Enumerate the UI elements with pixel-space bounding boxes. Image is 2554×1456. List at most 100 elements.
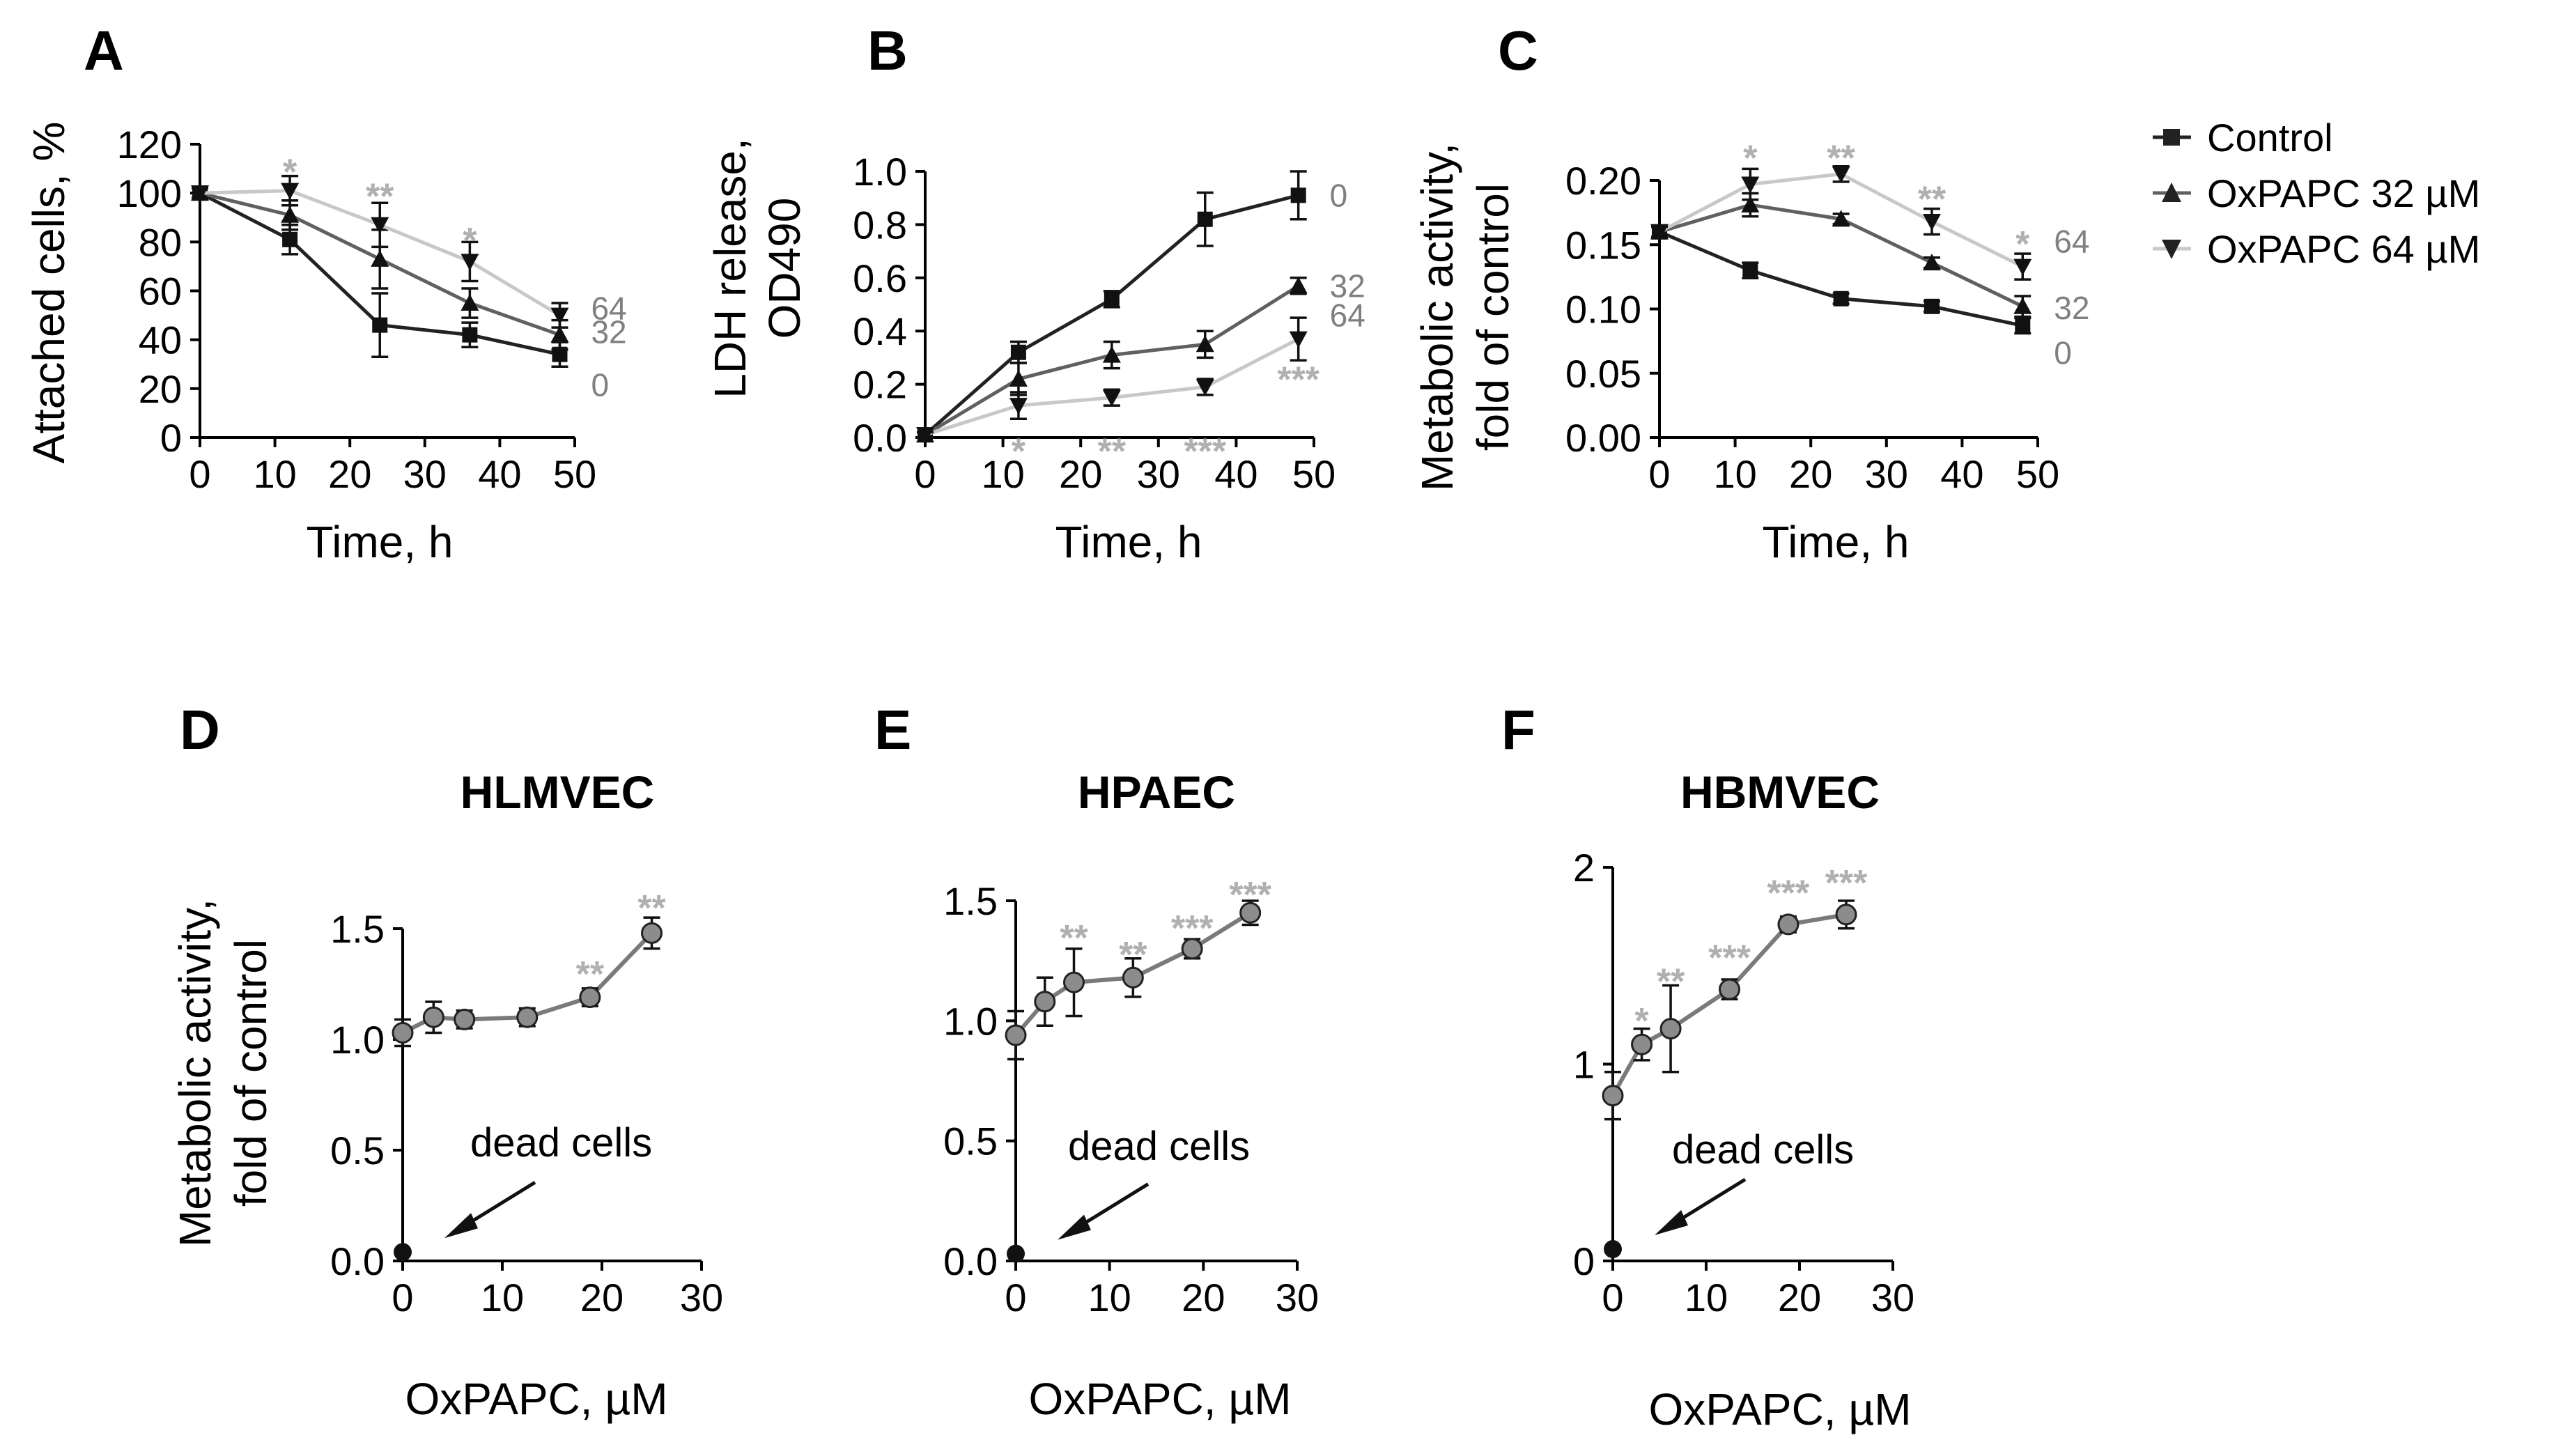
panel-c-x-tick-label: 50 xyxy=(2016,452,2059,496)
panel-f-significance-marker: ** xyxy=(1657,961,1685,1002)
panel-d-data-point xyxy=(392,1021,414,1044)
panel-letter-a: A xyxy=(84,20,124,82)
panel-f-data-point xyxy=(1777,913,1800,936)
panel-a-significance-marker: ** xyxy=(366,177,394,217)
panel-b-x-tick-label: 20 xyxy=(1059,452,1102,496)
panel-e-plot: 0 10 20 300.00.51.01.5** ******** xyxy=(943,875,1319,1319)
panel-e-x-tick-label: 10 xyxy=(1088,1276,1131,1319)
panel-a-data-point xyxy=(461,254,479,271)
panel-c-data-point xyxy=(1741,196,1760,213)
panel-f-y-tick-label: 0 xyxy=(1573,1239,1595,1283)
panel-d-dead-cells-arrowhead xyxy=(444,1213,478,1239)
panel-a-y-tick-label: 40 xyxy=(139,318,182,362)
panel-e-data-point xyxy=(1239,901,1262,924)
panel-f-significance-marker: * xyxy=(1634,1001,1649,1041)
panel-c-significance-marker: ** xyxy=(1827,138,1855,178)
panel-e-data-point xyxy=(1181,938,1203,960)
panel-c-y-tick-label: 0.05 xyxy=(1565,352,1641,396)
panel-f-x-tick-label: 10 xyxy=(1685,1276,1728,1319)
panel-f-data-point xyxy=(1602,1085,1624,1107)
panel-f-title: HBMVEC xyxy=(1680,766,1880,818)
panel-e-data-point xyxy=(1122,966,1144,989)
panel-f-y-tick-label: 1 xyxy=(1573,1043,1595,1087)
panel-c-significance-marker: * xyxy=(1743,138,1758,178)
panel-c-data-point xyxy=(1741,176,1760,194)
panel-a-end-label: 64 xyxy=(591,291,626,327)
panel-f-x-tick-label: 0 xyxy=(1602,1276,1623,1319)
panel-e-dead-cells-label: dead cells xyxy=(1068,1124,1250,1169)
panel-d-significance-marker: ** xyxy=(637,888,666,929)
panel-f-significance-marker: *** xyxy=(1767,873,1810,913)
legend-entry-control: Control xyxy=(2153,116,2333,160)
panel-e-y-tick-label: 1.5 xyxy=(943,879,998,923)
panel-c-x-tick-label: 10 xyxy=(1713,452,1756,496)
panel-c-data-point xyxy=(1833,291,1849,307)
panel-b-x-tick-label: 50 xyxy=(1292,452,1336,496)
panel-a-xlabel: Time, h xyxy=(307,517,454,567)
panel-c-data-point xyxy=(1832,166,1850,183)
panel-a-end-label: 0 xyxy=(591,367,609,403)
panel-f-y-tick-label: 2 xyxy=(1573,846,1595,890)
panel-a-x-tick-label: 0 xyxy=(189,452,210,496)
panel-c-data-point xyxy=(1924,298,1940,314)
legend-marker-oxpapc-32 xyxy=(2162,183,2181,202)
panel-e-xlabel: OxPAPC, µM xyxy=(1028,1374,1291,1424)
panel-e-data-point xyxy=(1062,971,1085,993)
panel-c-end-label: 64 xyxy=(2054,224,2089,260)
panel-b-data-point xyxy=(1102,346,1121,363)
panel-d-y-tick-label: 0.0 xyxy=(330,1239,385,1283)
panel-c-ylabel-line2: fold of control xyxy=(1468,183,1518,451)
panel-b-data-point xyxy=(1195,379,1214,396)
panel-e-significance-marker: *** xyxy=(1229,875,1271,915)
panel-e-significance-marker: *** xyxy=(1171,908,1214,949)
panel-e-y-tick-label: 1.0 xyxy=(943,999,998,1043)
panel-b-x-tick-label: 40 xyxy=(1214,452,1257,496)
panel-e-data-point xyxy=(1034,991,1056,1013)
panel-a-end-label: 32 xyxy=(591,314,626,350)
panel-letter-e: E xyxy=(874,699,911,761)
panel-e-x-tick-label: 0 xyxy=(1005,1276,1026,1319)
panel-e-y-tick-label: 0.0 xyxy=(943,1239,998,1283)
legend-label-oxpapc-64: OxPAPC 64 µM xyxy=(2207,227,2480,271)
panel-d-y-tick-label: 0.5 xyxy=(330,1129,385,1172)
panel-a-data-point xyxy=(281,206,300,223)
panel-b-end-label: 64 xyxy=(1330,297,1365,334)
panel-c-data-point xyxy=(2015,318,2031,334)
panel-d-xlabel: OxPAPC, µM xyxy=(405,1374,667,1424)
panel-e-x-tick-label: 30 xyxy=(1276,1276,1319,1319)
panel-e-title: HPAEC xyxy=(1078,766,1235,818)
panel-b-ylabel-line2: OD490 xyxy=(759,198,810,339)
panel-d-x-tick-label: 30 xyxy=(680,1276,723,1319)
panel-d-data-point xyxy=(641,922,663,944)
panel-f-data-point xyxy=(1719,978,1740,1000)
panel-b-data-point xyxy=(1289,331,1308,348)
panel-b-significance-marker: * xyxy=(1012,431,1026,472)
panel-c-y-tick-label: 0.00 xyxy=(1565,416,1641,460)
panel-e-y-tick-label: 0.5 xyxy=(943,1120,998,1163)
panel-a-y-tick-label: 60 xyxy=(139,270,182,313)
panel-c-data-point xyxy=(1650,224,1669,241)
panel-c-y-tick-label: 0.10 xyxy=(1565,288,1641,332)
panel-c-significance-marker: * xyxy=(2015,224,2030,265)
panel-letter-f: F xyxy=(1501,699,1535,761)
panel-d-x-tick-label: 0 xyxy=(392,1276,413,1319)
panel-c-end-label: 32 xyxy=(2054,290,2089,326)
panel-a-data-point xyxy=(550,307,569,325)
panel-f-x-tick-label: 20 xyxy=(1778,1276,1821,1319)
panel-d-dead-cells-point xyxy=(394,1243,412,1262)
panel-e-dead-cells-point xyxy=(1007,1244,1025,1263)
panel-c-data-point xyxy=(2013,297,2032,314)
panel-letter-c: C xyxy=(1498,20,1538,82)
panel-a-y-tick-label: 80 xyxy=(139,220,182,264)
panel-a-x-tick-label: 20 xyxy=(328,452,371,496)
panel-d-dead-cells-label: dead cells xyxy=(470,1120,652,1165)
panel-b-x-tick-label: 0 xyxy=(914,452,936,496)
panel-b-significance-marker: *** xyxy=(1277,359,1319,400)
panel-f-dead-cells-point xyxy=(1604,1240,1622,1259)
panel-f-significance-marker: *** xyxy=(1708,938,1751,978)
panel-a-y-tick-label: 0 xyxy=(160,416,182,460)
